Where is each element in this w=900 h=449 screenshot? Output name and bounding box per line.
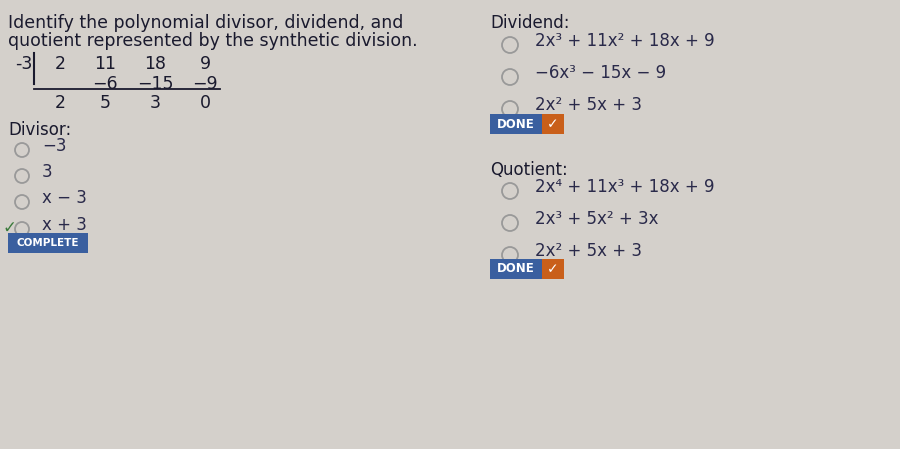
Text: ✓: ✓ [547, 262, 559, 276]
Text: 2x³ + 5x² + 3x: 2x³ + 5x² + 3x [535, 210, 659, 228]
Text: 2x² + 5x + 3: 2x² + 5x + 3 [535, 96, 642, 114]
Text: 9: 9 [200, 55, 211, 73]
Text: −9: −9 [193, 75, 218, 93]
Text: Identify the polynomial divisor, dividend, and: Identify the polynomial divisor, dividen… [8, 14, 403, 32]
Text: quotient represented by the synthetic division.: quotient represented by the synthetic di… [8, 32, 418, 50]
Text: −6: −6 [92, 75, 118, 93]
Text: −6x³ − 15x − 9: −6x³ − 15x − 9 [535, 64, 666, 82]
Text: 3: 3 [149, 94, 160, 112]
Text: 2x⁴ + 11x³ + 18x + 9: 2x⁴ + 11x³ + 18x + 9 [535, 178, 715, 196]
Text: Dividend:: Dividend: [490, 14, 570, 32]
Text: 11: 11 [94, 55, 116, 73]
FancyBboxPatch shape [490, 259, 542, 279]
Text: 2x³ + 11x² + 18x + 9: 2x³ + 11x² + 18x + 9 [535, 32, 715, 50]
Text: 0: 0 [200, 94, 211, 112]
Text: 2: 2 [55, 55, 66, 73]
Text: DONE: DONE [497, 263, 535, 276]
Text: x − 3: x − 3 [42, 189, 87, 207]
Text: COMPLETE: COMPLETE [17, 238, 79, 248]
Text: −15: −15 [137, 75, 173, 93]
Text: 2x² + 5x + 3: 2x² + 5x + 3 [535, 242, 642, 260]
FancyBboxPatch shape [490, 114, 542, 134]
Text: 2: 2 [55, 94, 66, 112]
FancyBboxPatch shape [542, 259, 564, 279]
Text: Quotient:: Quotient: [490, 161, 568, 179]
Text: -3: -3 [14, 55, 32, 73]
Text: DONE: DONE [497, 118, 535, 131]
Text: ✓: ✓ [2, 219, 16, 237]
Text: ✓: ✓ [547, 117, 559, 131]
Text: 5: 5 [100, 94, 111, 112]
Text: −3: −3 [42, 137, 67, 155]
Text: 18: 18 [144, 55, 166, 73]
FancyBboxPatch shape [542, 114, 564, 134]
Text: 3: 3 [42, 163, 52, 181]
Text: x + 3: x + 3 [42, 216, 87, 234]
FancyBboxPatch shape [8, 233, 88, 253]
Text: Divisor:: Divisor: [8, 121, 71, 139]
